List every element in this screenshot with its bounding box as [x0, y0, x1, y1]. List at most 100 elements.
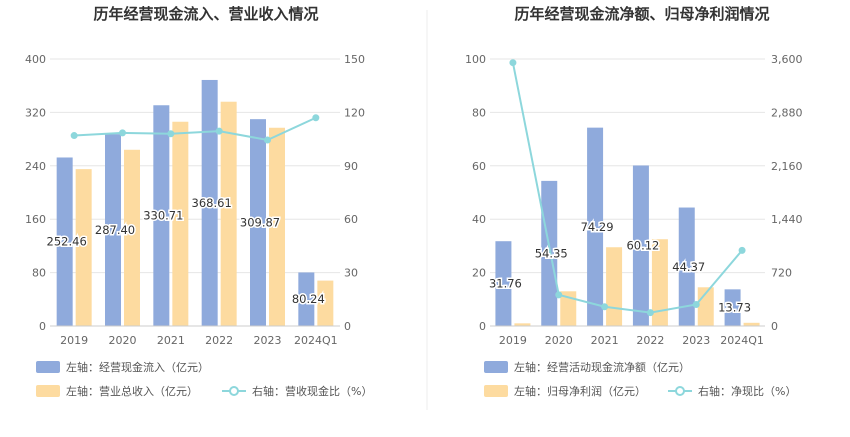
legend-swatch-cash-inflow — [36, 361, 60, 373]
bar-revenue[interactable] — [269, 127, 285, 326]
x-axis-tick-label: 2022 — [636, 334, 664, 347]
net-cashflow-profit-chart: 历年经营现金流净额、归母净利润情况 31.76 54.35 74.29 60.12 44… — [465, 5, 803, 398]
bar-net-cashflow[interactable] — [678, 207, 695, 326]
bar-data-label: 287.40 — [95, 223, 135, 237]
ratio-polyline — [511, 62, 743, 314]
bar-cash-inflow[interactable] — [250, 119, 266, 326]
ratio-point[interactable] — [119, 129, 126, 137]
bars — [495, 127, 760, 327]
x-axis-tick-label: 2024Q1 — [720, 334, 764, 347]
bar-net-profit[interactable] — [560, 291, 577, 326]
bar-data-label: 31.76 — [489, 277, 522, 291]
chart-title: 历年经营现金流净额、归母净利润情况 — [514, 5, 769, 23]
legend-swatch-net-cashflow — [484, 361, 508, 373]
bar-net-cashflow[interactable] — [495, 241, 512, 326]
legend-label-ratio: 右轴：净现比（%） — [698, 384, 796, 398]
ratio-point[interactable] — [646, 309, 654, 317]
ratio-polyline — [74, 116, 317, 142]
bars — [56, 79, 334, 327]
bar-cash-inflow[interactable] — [105, 134, 121, 326]
bar-net-cashflow[interactable] — [587, 127, 604, 327]
x-axis-tick-label: 2021 — [157, 334, 185, 347]
right-axis-tick-label: 120 — [344, 106, 365, 119]
left-axis-tick-label: 80 — [472, 106, 486, 119]
x-axis-tick-label: 2021 — [591, 334, 619, 347]
bar-data-label: 44.37 — [672, 260, 705, 274]
x-axis-tick-label: 2020 — [545, 334, 573, 347]
x-axis-tick-label: 2023 — [254, 334, 282, 347]
left-axis-tick-label: 0 — [39, 320, 46, 333]
ratio-point[interactable] — [692, 300, 700, 308]
legend-label-net-profit: 左轴：归母净利润（亿元） — [514, 384, 646, 398]
legend-label-revenue: 左轴：营业总收入（亿元） — [66, 384, 198, 398]
ratio-point[interactable] — [738, 246, 746, 254]
ratio-point[interactable] — [555, 291, 563, 299]
bar-net-cashflow[interactable] — [724, 289, 741, 326]
ratio-point[interactable] — [601, 303, 609, 311]
legend-label-net-cashflow: 左轴：经营活动现金流净额（亿元） — [514, 360, 690, 374]
bar-net-profit[interactable] — [606, 247, 623, 326]
bar-data-label: 309.87 — [240, 216, 280, 230]
left-axis-tick-label: 400 — [25, 53, 46, 66]
axes: 0 0 80 30 160 60 240 90 320 120 400 150 2019 2020 2021… — [25, 53, 365, 347]
bar-revenue[interactable] — [124, 149, 140, 326]
left-axis-tick-label: 100 — [465, 53, 486, 66]
bar-revenue[interactable] — [220, 101, 237, 326]
bar-data-label: 252.46 — [47, 235, 87, 249]
left-axis-tick-label: 60 — [472, 160, 486, 173]
left-axis-tick-label: 240 — [25, 160, 46, 173]
right-axis-tick-label: 60 — [344, 213, 358, 226]
legend[interactable]: 左轴：经营活动现金流净额（亿元） 左轴：归母净利润（亿元） 右轴：净现比（%） — [484, 360, 796, 398]
bar-data-label: 80.24 — [292, 292, 325, 306]
legend-swatch-revenue — [36, 385, 60, 397]
bar-cash-inflow[interactable] — [201, 79, 218, 327]
data-labels: 252.46 287.40 330.71 368.61 309.87 80.24 — [45, 194, 326, 307]
ratio-point[interactable] — [167, 130, 175, 138]
x-axis-tick-label: 2023 — [682, 334, 710, 347]
chart-title: 历年经营现金流入、营业收入情况 — [93, 5, 318, 23]
axes: 0 0 20 720 40 1,440 60 2,160 80 2,880 100 3,600 2019… — [465, 53, 803, 347]
bar-data-label: 368.61 — [192, 196, 232, 210]
grid — [50, 58, 340, 327]
legend[interactable]: 左轴：经营现金流入（亿元） 左轴：营业总收入（亿元） 右轴：营收现金比（%） — [36, 360, 372, 398]
ratio-point[interactable] — [215, 127, 223, 135]
bar-cash-inflow[interactable] — [56, 157, 73, 326]
ratio-point[interactable] — [264, 136, 271, 144]
right-axis-tick-label: 0 — [344, 320, 351, 333]
left-axis-tick-label: 160 — [25, 213, 46, 226]
left-axis-tick-label: 320 — [25, 106, 46, 119]
x-axis-tick-label: 2024Q1 — [294, 334, 338, 347]
bar-data-label: 54.35 — [535, 246, 568, 260]
bar-net-cashflow[interactable] — [632, 165, 649, 326]
bar-cash-inflow[interactable] — [153, 105, 170, 327]
x-axis-tick-label: 2019 — [60, 334, 88, 347]
right-axis-tick-label: 720 — [771, 267, 792, 280]
x-axis-tick-label: 2019 — [499, 334, 527, 347]
left-axis-tick-label: 80 — [32, 267, 46, 280]
bar-revenue[interactable] — [172, 121, 189, 327]
legend-label-ratio: 右轴：营收现金比（%） — [252, 384, 372, 398]
bar-net-cashflow[interactable] — [541, 180, 558, 326]
right-axis-tick-label: 30 — [344, 267, 358, 280]
ratio-point[interactable] — [70, 132, 78, 140]
right-axis-tick-label: 2,880 — [771, 106, 803, 119]
bar-data-label: 60.12 — [626, 239, 659, 253]
bar-cash-inflow[interactable] — [298, 272, 315, 326]
left-axis-tick-label: 0 — [479, 320, 486, 333]
left-axis-tick-label: 40 — [472, 213, 486, 226]
bar-net-profit[interactable] — [651, 239, 668, 326]
legend-swatch-ratio-marker — [229, 386, 239, 396]
right-axis-tick-label: 0 — [771, 320, 778, 333]
bar-net-profit[interactable] — [743, 322, 760, 326]
right-axis-tick-label: 3,600 — [771, 53, 803, 66]
right-axis-tick-label: 150 — [344, 53, 365, 66]
bar-revenue[interactable] — [75, 169, 92, 326]
ratio-point[interactable] — [509, 59, 517, 67]
bar-data-label: 330.71 — [143, 209, 183, 223]
legend-swatch-ratio-marker — [675, 386, 685, 396]
right-axis-tick-label: 2,160 — [771, 160, 803, 173]
ratio-point[interactable] — [312, 114, 320, 122]
bar-data-label: 74.29 — [581, 220, 614, 234]
bar-revenue[interactable] — [317, 280, 334, 326]
bar-net-profit[interactable] — [514, 323, 531, 326]
